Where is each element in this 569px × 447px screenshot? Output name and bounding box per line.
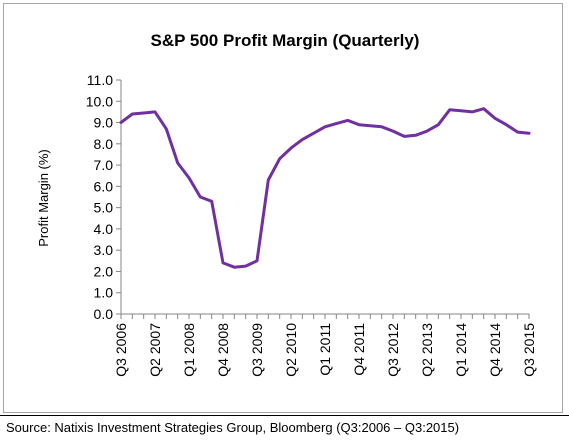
y-tick-label: 6.0 <box>94 178 114 194</box>
x-tick-label: Q1 2011 <box>317 323 333 376</box>
y-axis: 0.0 1.0 2.0 3.0 4.0 5.0 6.0 7.0 8.0 9.0 10.0 11.0 <box>86 72 121 322</box>
series-layer <box>119 107 531 269</box>
y-tick-label: 7.0 <box>94 157 114 173</box>
source-note: Source: Natixis Investment Strategies Gr… <box>6 420 460 435</box>
line-chart: S&P 500 Profit Margin (Quarterly) Profit… <box>36 31 537 377</box>
x-tick-label: Q4 2008 <box>215 323 231 377</box>
y-tick-label: 5.0 <box>94 200 114 216</box>
source-divider <box>0 415 569 416</box>
x-tick-label: Q3 2012 <box>385 323 401 377</box>
x-tick-label: Q2 2013 <box>419 323 435 377</box>
x-tick-label: Q2 2010 <box>283 323 299 377</box>
y-tick-label: 9.0 <box>94 115 114 131</box>
x-tick-label: Q4 2014 <box>487 323 503 377</box>
chart-frame <box>3 3 563 413</box>
x-tick-label: Q1 2014 <box>453 323 469 377</box>
x-tick-label: Q3 2009 <box>249 323 265 377</box>
series-line <box>119 107 531 269</box>
y-tick-label: 1.0 <box>94 285 114 301</box>
x-axis: Q3 2006 Q2 2007 Q1 2008 Q4 2008 Q3 2009 Q2 20… <box>113 314 537 377</box>
x-tick-label: Q1 2008 <box>181 323 197 377</box>
x-tick-label: Q4 2011 <box>351 323 367 376</box>
y-tick-label: 4.0 <box>94 221 114 237</box>
y-tick-label: 10.0 <box>86 93 113 109</box>
x-tick-label: Q3 2006 <box>113 323 129 377</box>
y-tick-label: 3.0 <box>94 242 114 258</box>
y-tick-label: 0.0 <box>94 306 114 322</box>
y-tick-label: 8.0 <box>94 136 114 152</box>
x-tick-label: Q3 2015 <box>521 323 537 377</box>
y-axis-label: Profit Margin (%) <box>36 149 51 247</box>
y-tick-label: 11.0 <box>87 72 113 88</box>
y-tick-label: 2.0 <box>94 263 114 279</box>
axis-lines <box>120 80 529 315</box>
chart-title: S&P 500 Profit Margin (Quarterly) <box>151 31 420 50</box>
x-tick-label: Q2 2007 <box>147 323 163 377</box>
